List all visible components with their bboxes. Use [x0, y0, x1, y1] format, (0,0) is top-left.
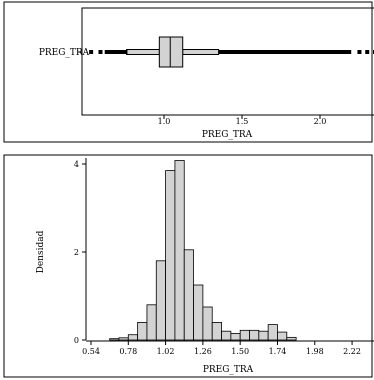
histogram-x-tick-label: 1.02	[157, 347, 175, 356]
histogram-bar	[174, 160, 185, 341]
boxplot-outlier-mark	[357, 50, 362, 54]
boxplot-outlier-mark	[110, 50, 115, 54]
histogram-bar	[183, 249, 194, 341]
boxplot-box	[158, 36, 184, 68]
boxplot-x-tick-label: 2.0	[314, 117, 327, 126]
histogram-bar	[193, 284, 204, 341]
histogram-bar	[118, 337, 129, 341]
boxplot-panel-frame	[3, 1, 373, 143]
histogram-bar	[155, 260, 166, 341]
boxplot-x-tick-label: 1.5	[236, 117, 249, 126]
histogram-x-tick-label: 0.78	[119, 347, 137, 356]
histogram-bar	[239, 329, 250, 341]
boxplot-outlier-mark	[117, 50, 122, 54]
histogram-x-tick-label: 2.22	[343, 347, 361, 356]
histogram-bar	[267, 324, 278, 341]
boxplot-lower-whisker	[126, 49, 160, 55]
histogram-x-tick-label: 1.26	[194, 347, 212, 356]
boxplot-category-label: PREG_TRA	[39, 48, 90, 58]
boxplot-layer: 1.0 1.5 2.0	[89, 36, 374, 126]
histogram-y-tick-label: 0	[74, 336, 79, 345]
histogram-bar	[165, 170, 176, 341]
histogram-bar	[249, 329, 260, 341]
histogram-layer: 0.54 0.78 1.02 1.26 1.50 1.74 1.98 2.22 0 2 4	[74, 160, 361, 356]
histogram-x-tick-label: 1.98	[306, 347, 324, 356]
histogram-panel-frame	[3, 154, 373, 378]
histogram-bar	[211, 321, 222, 341]
histogram-bar	[286, 336, 297, 341]
boxplot-outlier-mark	[104, 50, 109, 54]
boxplot-outlier-mark	[98, 50, 103, 54]
histogram-x-tick-label: 1.74	[269, 347, 287, 356]
histogram-y-axis-label: Densidad	[36, 230, 46, 273]
histogram-bar	[230, 332, 241, 341]
histogram-bar	[221, 330, 232, 341]
boxplot-lower-outlier-band	[106, 50, 127, 54]
histogram-x-tick-label: 0.54	[82, 347, 100, 356]
boxplot-upper-outlier-band	[218, 50, 352, 54]
histogram-bar	[127, 334, 139, 341]
boxplot-plot-area	[81, 7, 374, 116]
histogram-bar	[277, 331, 288, 341]
boxplot-upper-whisker	[182, 49, 220, 55]
boxplot-x-axis-label: PREG_TRA	[202, 130, 253, 140]
histogram-bar	[137, 321, 148, 341]
boxplot-x-tick-label: 1.0	[158, 117, 171, 126]
histogram-x-tick-label: 1.50	[231, 347, 249, 356]
histogram-x-axis-label: PREG_TRA	[203, 365, 254, 375]
boxplot-outlier-mark	[123, 50, 128, 54]
histogram-bar	[202, 306, 213, 341]
histogram-bar	[146, 304, 157, 341]
histogram-y-tick-label: 4	[74, 160, 79, 169]
boxplot-outlier-mark	[365, 50, 370, 54]
histogram-bar	[109, 338, 120, 341]
boxplot-outlier-mark	[89, 50, 94, 54]
histogram-y-tick-label: 2	[74, 248, 79, 257]
histogram-bar	[258, 330, 269, 341]
